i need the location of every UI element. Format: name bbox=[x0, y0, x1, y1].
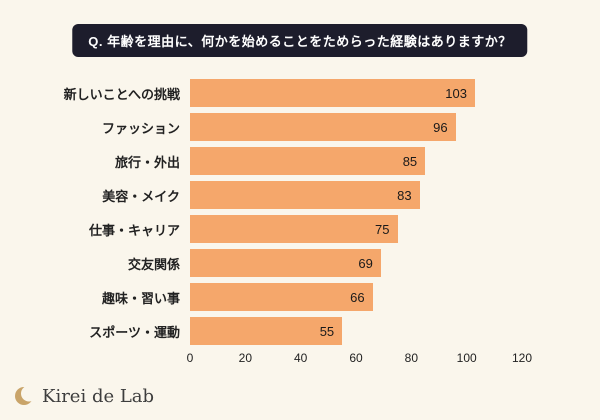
logo: Kirei de Lab bbox=[14, 384, 154, 408]
bar-track: 69 bbox=[190, 249, 522, 277]
axis-tick-label: 60 bbox=[349, 351, 363, 365]
bar-row: スポーツ・運動 55 bbox=[12, 314, 522, 348]
value-label: 66 bbox=[350, 289, 365, 305]
logo-text: Kirei de Lab bbox=[42, 385, 155, 407]
bar-row: 交友関係 69 bbox=[12, 246, 522, 280]
bar-track: 96 bbox=[190, 113, 522, 141]
bar: 75 bbox=[190, 215, 398, 243]
bar: 96 bbox=[190, 113, 456, 141]
crescent-moon-icon bbox=[14, 384, 36, 408]
bar: 69 bbox=[190, 249, 381, 277]
category-label: 趣味・習い事 bbox=[101, 290, 180, 306]
bar-row: 旅行・外出 85 bbox=[12, 144, 522, 178]
bar: 85 bbox=[190, 147, 426, 175]
bar-track: 75 bbox=[190, 215, 522, 243]
axis-tick-label: 20 bbox=[238, 351, 253, 365]
bar-chart: 新しいことへの挑戦 103 ファッション 96 旅行・外出 85 美容・メイク … bbox=[12, 76, 532, 366]
category-label: 新しいことへの挑戦 bbox=[63, 86, 180, 102]
bar-track: 85 bbox=[190, 147, 522, 175]
category-label: ファッション bbox=[101, 120, 180, 136]
x-axis: 0 20 40 60 80 100 120 bbox=[186, 348, 532, 366]
value-label: 103 bbox=[445, 85, 467, 101]
value-label: 85 bbox=[402, 153, 418, 169]
bar: 103 bbox=[190, 79, 475, 107]
bar-track: 103 bbox=[190, 79, 522, 107]
category-label: 交友関係 bbox=[127, 256, 180, 272]
category-label: 旅行・外出 bbox=[114, 154, 180, 170]
bar-track: 55 bbox=[190, 317, 522, 345]
bar-track: 66 bbox=[190, 283, 522, 311]
bar-row: 仕事・キャリア 75 bbox=[12, 212, 522, 246]
axis-tick-label: 0 bbox=[186, 351, 194, 365]
bar-row: ファッション 96 bbox=[12, 110, 522, 144]
bar: 66 bbox=[190, 283, 373, 311]
question-banner: Q. 年齢を理由に、何かを始めることをためらった経験はありますか？ bbox=[72, 24, 528, 57]
bar-row: 新しいことへの挑戦 103 bbox=[12, 76, 522, 110]
bar: 55 bbox=[190, 317, 343, 345]
bar-row: 美容・メイク 83 bbox=[12, 178, 522, 212]
bar-row: 趣味・習い事 66 bbox=[12, 280, 522, 314]
category-label: 美容・メイク bbox=[102, 188, 180, 204]
axis-tick-label: 100 bbox=[456, 351, 477, 365]
value-label: 96 bbox=[433, 119, 448, 135]
value-label: 75 bbox=[375, 221, 390, 237]
axis-tick-label: 80 bbox=[404, 351, 419, 365]
bar: 83 bbox=[190, 181, 420, 209]
category-label: 仕事・キャリア bbox=[88, 222, 180, 238]
axis-tick-label: 120 bbox=[511, 351, 533, 365]
value-label: 55 bbox=[319, 323, 335, 339]
value-label: 69 bbox=[358, 255, 373, 271]
category-label: スポーツ・運動 bbox=[89, 324, 180, 340]
value-label: 83 bbox=[397, 187, 412, 203]
bar-track: 83 bbox=[190, 181, 522, 209]
axis-tick-label: 40 bbox=[293, 351, 308, 365]
